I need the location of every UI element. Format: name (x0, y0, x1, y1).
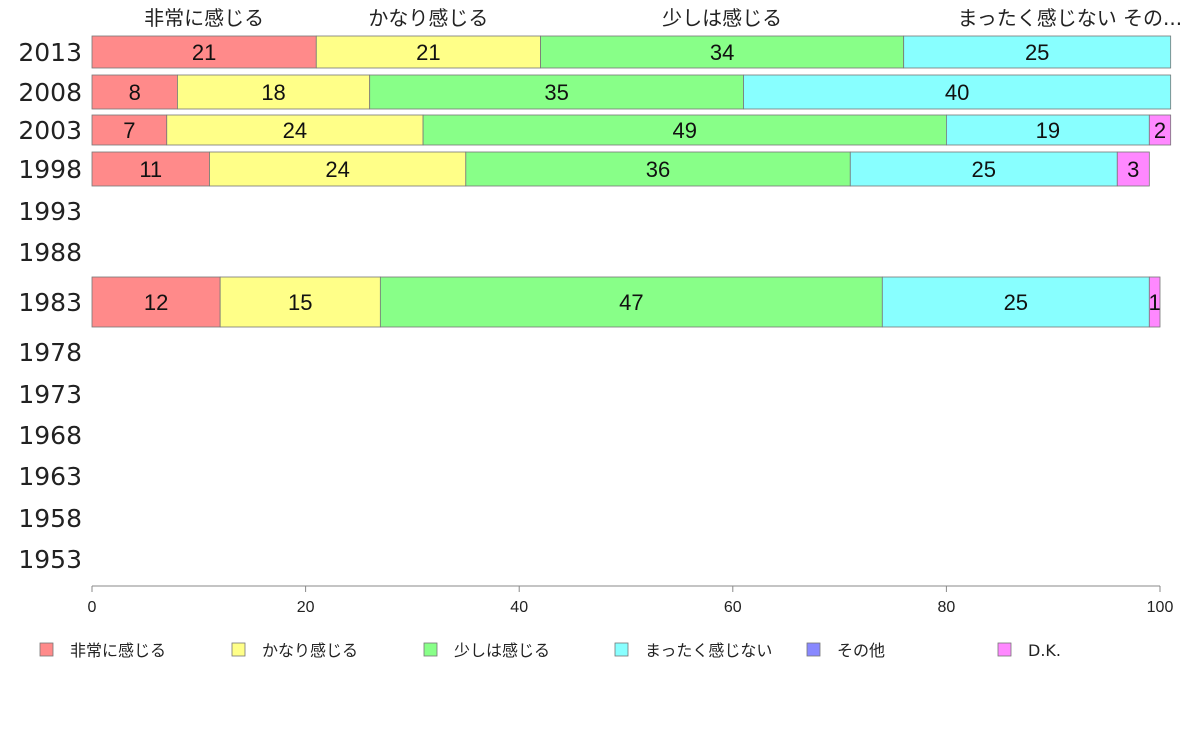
bar-label-2003-2: 49 (672, 118, 696, 143)
x-tick-label-60: 60 (724, 599, 742, 616)
bar-2008-0 (91, 74, 178, 110)
legend-swatch-0 (39, 642, 54, 657)
x-tick-label-40: 40 (510, 599, 528, 616)
bar-label-1983-3: 25 (1004, 290, 1028, 315)
bar-label-1998-2: 36 (646, 157, 670, 182)
bar-label-2008-3: 40 (945, 80, 969, 105)
bar-label-1983-0: 12 (144, 290, 168, 315)
top-label-4: その... (1123, 6, 1182, 30)
year-label-1968: 1968 (18, 421, 82, 450)
year-label-1988: 1988 (18, 238, 82, 267)
bar-2003-0 (91, 114, 168, 146)
bar-label-2013-2: 34 (710, 40, 734, 65)
x-axis: 0 20 40 60 80 100 (88, 585, 1174, 616)
bar-label-2003-5: 2 (1154, 118, 1166, 143)
bar-label-2003-0: 7 (123, 118, 135, 143)
top-label-2: 少しは感じる (662, 6, 782, 30)
top-label-1: かなり感じる (368, 6, 488, 30)
bar-label-2013-3: 25 (1025, 40, 1049, 65)
bar-label-2003-1: 24 (283, 118, 307, 143)
year-label-1973: 1973 (18, 380, 82, 409)
legend-label-5: D.K. (1028, 641, 1061, 660)
year-label-2008: 2008 (18, 78, 82, 107)
legend-swatch-3 (614, 642, 629, 657)
bar-1998-0 (91, 151, 210, 187)
legend-swatch-1 (231, 642, 246, 657)
bar-1983-0 (91, 276, 221, 328)
bar-label-2003-3: 19 (1036, 118, 1060, 143)
bars: 21 21 34 25 8 18 35 40 7 24 49 19 2 11 24 36 25 3 12 15 47 25… (91, 35, 1172, 328)
bar-2003-5 (1148, 114, 1172, 146)
year-label-1953: 1953 (18, 545, 82, 574)
x-tick-label-100: 100 (1147, 599, 1174, 616)
bar-label-2013-0: 21 (192, 40, 216, 65)
bar-label-1983-2: 47 (619, 290, 643, 315)
bar-label-1998-0: 11 (139, 157, 162, 182)
legend: 非常に感じる かなり感じる 少しは感じる まったく感じない その他 D.K. (39, 641, 1061, 660)
top-label-0: 非常に感じる (144, 6, 264, 30)
legend-swatch-5 (997, 642, 1012, 657)
bar-1998-1 (209, 151, 467, 187)
bar-label-2008-0: 8 (129, 80, 141, 105)
bar-2013-0 (91, 35, 317, 69)
legend-label-3: まったく感じない (645, 641, 772, 660)
bar-1983-5 (1148, 276, 1161, 328)
x-tick-label-0: 0 (88, 599, 97, 616)
legend-label-0: 非常に感じる (70, 641, 166, 660)
bar-1998-5 (1116, 151, 1150, 187)
year-label-1998: 1998 (18, 155, 82, 184)
bar-label-2008-2: 35 (544, 80, 568, 105)
bar-1983-3 (881, 276, 1150, 328)
bar-label-1998-5: 3 (1127, 157, 1139, 182)
legend-label-2: 少しは感じる (454, 641, 550, 660)
bar-2008-3 (743, 74, 1172, 110)
legend-swatch-2 (423, 642, 438, 657)
bar-2013-3 (903, 35, 1172, 69)
year-label-1958: 1958 (18, 504, 82, 533)
year-label-1963: 1963 (18, 462, 82, 491)
bar-1983-2 (379, 276, 883, 328)
legend-label-1: かなり感じる (262, 641, 358, 660)
bar-label-1998-3: 25 (972, 157, 996, 182)
x-tick-label-20: 20 (297, 599, 315, 616)
year-labels: 2013 2008 2003 1998 1993 1988 1983 1978 1973 1968… (18, 38, 82, 574)
top-category-labels: 非常に感じる かなり感じる 少しは感じる まったく感じない その... (144, 6, 1182, 30)
year-label-2003: 2003 (18, 116, 82, 145)
bar-2003-1 (166, 114, 424, 146)
bar-label-2008-1: 18 (261, 80, 285, 105)
year-label-1978: 1978 (18, 338, 82, 367)
legend-label-4: その他 (837, 641, 885, 660)
bar-1998-2 (465, 151, 851, 187)
year-label-1993: 1993 (18, 197, 82, 226)
bar-label-1998-1: 24 (325, 157, 349, 182)
bar-2008-1 (177, 74, 371, 110)
bar-1983-1 (219, 276, 381, 328)
bar-2013-2 (540, 35, 905, 69)
year-label-2013: 2013 (18, 38, 82, 67)
bar-2003-3 (946, 114, 1150, 146)
bar-2013-1 (315, 35, 541, 69)
bar-label-1983-5: 1 (1149, 290, 1161, 315)
bar-2008-2 (369, 74, 744, 110)
top-label-3: まったく感じない (958, 6, 1117, 30)
bar-1998-3 (849, 151, 1118, 187)
bar-label-1983-1: 15 (288, 290, 312, 315)
legend-swatch-4 (806, 642, 821, 657)
x-tick-label-80: 80 (938, 599, 956, 616)
bar-label-2013-1: 21 (416, 40, 440, 65)
year-label-1983: 1983 (18, 288, 82, 317)
